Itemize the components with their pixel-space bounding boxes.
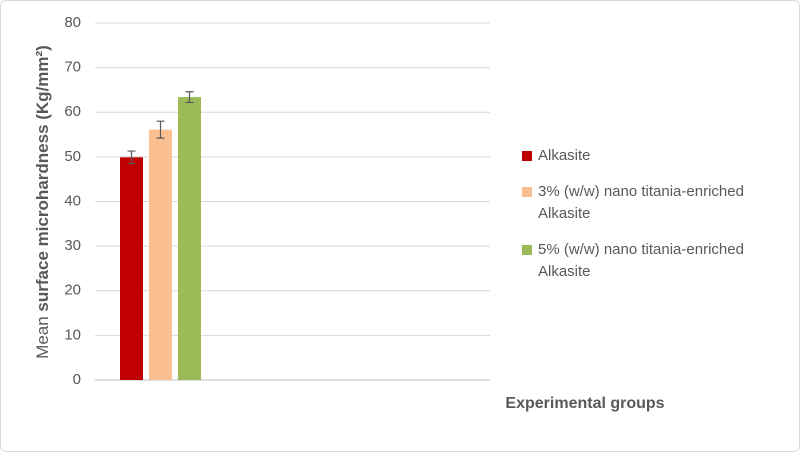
- y-tick-label: 0: [73, 371, 81, 388]
- legend-label: 5% (w/w) nano titania-enriched Alkasite: [538, 241, 744, 280]
- x-axis-label: Experimental groups: [505, 395, 664, 412]
- legend-item: 3% (w/w) nano titania-enriched Alkasite: [522, 181, 792, 225]
- legend-swatch: [522, 245, 532, 255]
- y-tick-label: 20: [64, 282, 81, 299]
- y-axis-label: Mean surface microhardness (Kg/mm²): [33, 45, 52, 359]
- bar: [149, 129, 172, 380]
- legend-label: 3% (w/w) nano titania-enriched Alkasite: [538, 183, 744, 222]
- y-tick-label: 30: [64, 237, 81, 254]
- y-tick-label: 70: [64, 59, 81, 76]
- y-tick-label: 10: [64, 326, 81, 343]
- error-bar: [127, 150, 136, 165]
- legend-swatch: [522, 187, 532, 197]
- y-tick-label: 40: [64, 192, 81, 209]
- y-tick-label: 80: [64, 14, 81, 31]
- error-bar: [156, 120, 165, 139]
- legend-item: Alkasite: [522, 145, 792, 167]
- bar: [178, 97, 201, 380]
- y-axis-label-part: surface microhardness (Kg/mm²): [33, 45, 52, 311]
- legend-label: Alkasite: [538, 147, 591, 164]
- error-bar: [185, 91, 194, 104]
- y-tick-label: 60: [64, 103, 81, 120]
- bar: [120, 157, 143, 380]
- legend-swatch: [522, 151, 532, 161]
- legend-item: 5% (w/w) nano titania-enriched Alkasite: [522, 239, 792, 283]
- y-axis-label-part: Mean: [33, 316, 52, 359]
- y-tick-label: 50: [64, 148, 81, 165]
- legend: Alkasite 3% (w/w) nano titania-enriched A…: [522, 145, 792, 297]
